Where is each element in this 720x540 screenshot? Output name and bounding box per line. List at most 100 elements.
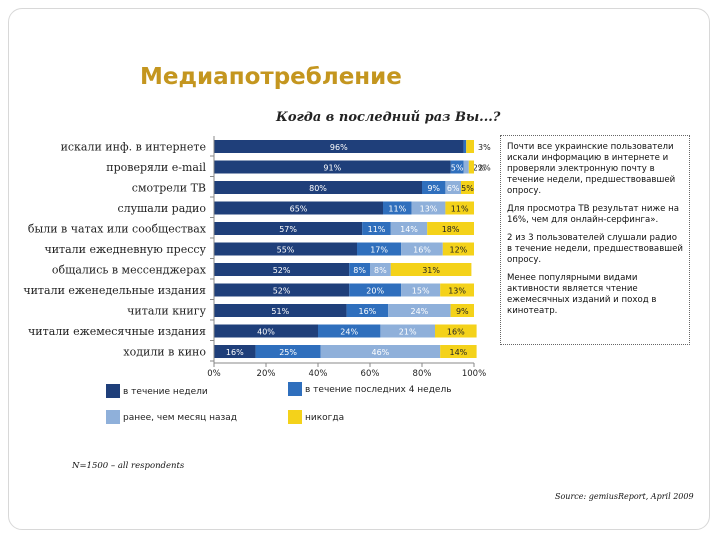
bar-data-label: 55% xyxy=(277,246,295,255)
bar-data-label: 12% xyxy=(450,246,468,255)
legend-label: в течение недели xyxy=(123,387,208,397)
bar-data-label: 80% xyxy=(309,184,327,193)
bar-segment xyxy=(380,324,435,338)
slide-frame xyxy=(8,8,710,530)
bar-data-label: 15% xyxy=(412,287,430,296)
category-label: смотрели ТВ xyxy=(132,182,206,195)
note-1: Почти все украинские пользователи искали… xyxy=(507,142,676,196)
bar-segment xyxy=(214,304,347,317)
bar-segment xyxy=(442,242,474,256)
bar-data-label: 20% xyxy=(366,287,384,296)
bar-data-label: 21% xyxy=(399,328,417,337)
bar-segment xyxy=(362,222,391,235)
bar-data-label: 52% xyxy=(273,287,291,296)
legend-label: ранее, чем месяц назад xyxy=(123,413,237,423)
bar-data-label: 5% xyxy=(451,164,464,173)
category-label: читали еженедельные издания xyxy=(23,284,206,297)
bar-data-label: 11% xyxy=(451,205,469,214)
legend-label: в течение последних 4 недель xyxy=(305,385,452,395)
bar-segment xyxy=(383,201,412,215)
bar-segment xyxy=(214,181,422,194)
bar-segment xyxy=(370,263,391,276)
bar-segment xyxy=(349,263,370,276)
bar-data-label: 18% xyxy=(442,225,460,234)
bar-segment xyxy=(463,160,469,174)
bar-segment xyxy=(214,345,256,358)
bar-segment xyxy=(461,181,474,194)
bar-data-label: 14% xyxy=(450,348,468,357)
bar-data-label: 16% xyxy=(226,348,244,357)
category-label: проверяли e-mail xyxy=(106,161,206,174)
bar-data-label: 31% xyxy=(422,266,440,275)
bar-data-label: 16% xyxy=(413,246,431,255)
bar-data-label: 2% xyxy=(473,164,486,173)
bar-data-label: 8% xyxy=(374,266,387,275)
bar-data-label: 13% xyxy=(448,287,466,296)
x-tick-label: 100% xyxy=(462,369,486,379)
bar-data-label: 13% xyxy=(420,205,438,214)
bar-data-label: 24% xyxy=(340,328,358,337)
bar-data-label: 14% xyxy=(400,225,418,234)
bar-segment xyxy=(318,324,381,338)
bar-segment xyxy=(450,304,474,317)
bar-data-label: 96% xyxy=(330,143,348,152)
category-label: читали ежедневную прессу xyxy=(44,243,206,256)
bar-segment xyxy=(411,201,446,215)
bar-data-label: 40% xyxy=(257,328,275,337)
chart-subtitle: Когда в последний раз Вы...? xyxy=(276,110,501,125)
bar-segment xyxy=(349,283,402,297)
bar-data-label: 9% xyxy=(427,184,440,193)
category-label: слушали радио xyxy=(117,202,206,215)
bar-segment xyxy=(427,222,474,235)
bar-segment xyxy=(401,242,443,256)
bar-segment xyxy=(346,304,389,317)
category-label: общались в мессенджерах xyxy=(52,264,207,277)
bar-segment xyxy=(440,345,477,358)
bar-segment xyxy=(255,345,321,358)
x-tick-label: 40% xyxy=(309,369,328,379)
notes-box: Почти все украинские пользователи искали… xyxy=(500,135,690,345)
bar-data-label: 57% xyxy=(279,225,297,234)
legend-swatch xyxy=(106,410,120,424)
category-label: ходили в кино xyxy=(123,346,206,359)
bar-segment xyxy=(435,324,477,338)
bar-data-label: 6% xyxy=(447,184,460,193)
category-label: читали книгу xyxy=(127,305,206,318)
bar-data-label: 91% xyxy=(323,164,341,173)
bar-segment xyxy=(214,140,464,153)
bar-data-label: 52% xyxy=(273,266,291,275)
bar-segment xyxy=(466,140,474,153)
note-3: 2 из 3 пользователей слушали радио в теч… xyxy=(507,233,683,265)
note-4: Менее популярными видами активности явля… xyxy=(507,273,657,316)
bar-segment xyxy=(445,181,461,194)
legend-swatch xyxy=(106,384,120,398)
bar-segment xyxy=(388,304,451,317)
legend-label: никогда xyxy=(305,413,344,423)
note-2: Для просмотра ТВ результат ниже на 16%, … xyxy=(507,204,680,225)
bar-data-label: 11% xyxy=(388,205,406,214)
bar-data-label: 51% xyxy=(271,307,289,316)
bar-segment xyxy=(390,222,428,235)
source-note: Source: gemiusReport, April 2009 xyxy=(555,492,694,501)
bar-segment xyxy=(440,283,474,297)
bar-segment xyxy=(357,242,402,256)
slide-title: Медиапотребление xyxy=(140,64,402,90)
bar-segment xyxy=(214,201,383,215)
bar-data-label: 3% xyxy=(478,143,491,152)
x-tick-label: 0% xyxy=(207,369,221,379)
bar-data-label: 24% xyxy=(411,307,429,316)
bar-data-label: 2% xyxy=(478,164,491,173)
x-tick-label: 20% xyxy=(257,369,276,379)
bar-segment xyxy=(214,324,318,338)
bar-segment xyxy=(214,242,357,256)
bar-data-label: 46% xyxy=(372,348,390,357)
bar-data-label: 11% xyxy=(368,225,386,234)
bar-data-label: 16% xyxy=(359,307,377,316)
bar-data-label: 65% xyxy=(290,205,308,214)
bar-segment xyxy=(463,140,467,153)
bar-segment xyxy=(450,160,464,174)
bar-segment xyxy=(468,160,474,174)
bar-segment xyxy=(214,222,363,235)
legend-swatch xyxy=(288,382,302,396)
bar-segment xyxy=(320,345,441,358)
